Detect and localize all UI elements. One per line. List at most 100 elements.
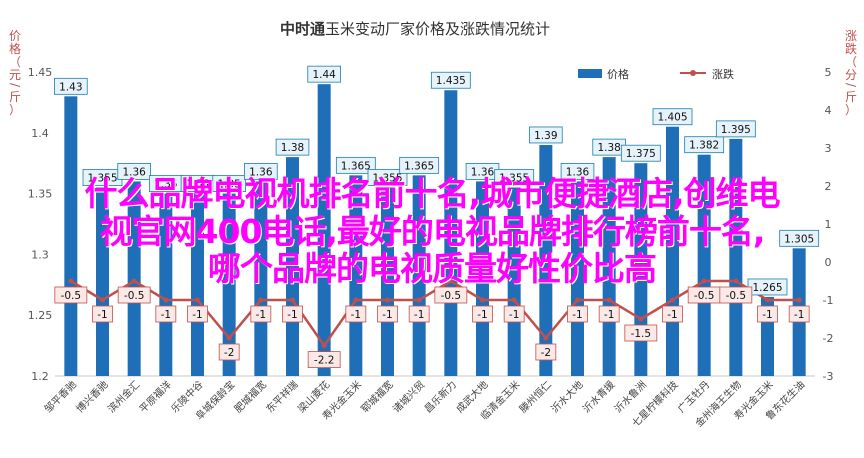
price-label-box <box>494 169 535 186</box>
price-label-text: 1.35 <box>186 179 209 191</box>
change-data-label: -1 <box>187 305 208 323</box>
price-data-label: 1.38 <box>592 138 626 156</box>
price-label-text: 1.36 <box>566 166 590 178</box>
category-label: 郓城福宽 <box>358 378 395 415</box>
price-label-text: 1.435 <box>436 75 466 87</box>
change-data-label: -1 <box>282 305 303 323</box>
price-label-box <box>212 175 246 193</box>
chart-title: 中时通玉米变动厂家价格及涨跌情况统计 <box>280 20 550 38</box>
price-label-box <box>779 229 820 247</box>
price-label-text: 1.305 <box>784 233 814 245</box>
right-tick-label: -3 <box>823 370 834 383</box>
change-label-text: -0.5 <box>61 290 82 302</box>
change-label-box <box>503 305 525 323</box>
price-label-text: 1.395 <box>721 124 751 136</box>
price-data-label: 1.382 <box>684 136 725 154</box>
change-label-text: -1 <box>572 309 582 321</box>
price-label-box <box>54 77 88 95</box>
category-label: 东平祥瑞 <box>263 378 300 415</box>
change-label-box <box>567 305 588 323</box>
axis-title-char: 斤 <box>845 90 857 104</box>
left-tick-label: 1.25 <box>28 309 53 322</box>
change-data-label: -1 <box>788 305 810 323</box>
category-label: 滨州金汇 <box>105 378 142 415</box>
price-label-box <box>335 156 376 174</box>
price-label-text: 1.365 <box>404 160 434 172</box>
left-tick-label: 1.45 <box>28 66 53 79</box>
price-data-label: 1.36 <box>244 163 278 180</box>
change-label-box <box>434 286 468 304</box>
left-axis-title: 价格（元/ 斤） <box>8 29 22 117</box>
change-data-label: -1 <box>345 305 367 323</box>
price-label-box <box>652 108 693 126</box>
change-label-text: -1 <box>667 309 677 321</box>
change-label-box <box>117 286 151 304</box>
price-label-text: 1.365 <box>341 160 371 172</box>
change-label-text: -0.5 <box>726 290 747 302</box>
change-label-box <box>719 286 753 304</box>
change-data-label: -1 <box>472 305 493 323</box>
price-bar <box>539 144 553 376</box>
change-data-label: -2.2 <box>307 351 341 369</box>
change-label-box <box>598 305 620 323</box>
axis-title-char: ） <box>845 103 857 117</box>
category-label: 肥城福宽 <box>231 378 268 415</box>
change-data-label: -1 <box>377 305 398 323</box>
change-label-text: -1 <box>794 309 804 321</box>
change-data-label: -1 <box>757 305 778 323</box>
axis-title-char: ） <box>9 103 21 117</box>
price-bar <box>381 187 394 376</box>
price-label-text: 1.35 <box>217 179 240 191</box>
price-bar <box>222 193 236 376</box>
change-point <box>416 297 422 303</box>
axis-title-char: / <box>844 83 858 88</box>
price-label-text: 1.38 <box>597 142 620 154</box>
change-point <box>701 278 707 284</box>
category-label: 昌乐新力 <box>421 378 458 415</box>
change-label-box <box>250 305 272 323</box>
axis-title-char: 跌 <box>845 41 857 56</box>
change-label-box <box>187 305 208 323</box>
axis-title-char: 格 <box>9 41 21 56</box>
change-label-box <box>472 305 493 323</box>
change-label-text: -2.2 <box>314 355 335 367</box>
axis-title-char: 价 <box>9 29 21 43</box>
price-bar <box>412 175 426 376</box>
price-data-label: 1.36 <box>560 163 595 180</box>
price-bar <box>64 96 78 376</box>
change-point <box>195 297 200 303</box>
legend-line-label: 涨跌 <box>712 67 734 81</box>
right-tick-label: 1 <box>825 218 832 231</box>
price-bar <box>634 163 648 376</box>
category-label: 平原福洋 <box>136 378 173 415</box>
change-label-box <box>662 305 683 323</box>
price-bar <box>476 181 489 376</box>
change-data-label: -2 <box>218 343 240 361</box>
price-data-label: 1.405 <box>652 108 693 126</box>
price-data-label: 1.355 <box>82 169 123 186</box>
price-label-text: 1.382 <box>689 140 719 152</box>
change-data-label: -1 <box>567 305 588 323</box>
category-label: 诸城兴贸 <box>391 379 428 416</box>
change-point <box>638 316 644 322</box>
change-label-text: -1 <box>762 309 772 321</box>
price-label-text: 1.355 <box>372 173 402 185</box>
change-label-text: -1 <box>604 309 614 321</box>
price-label-box <box>275 138 310 156</box>
overlay-text-line-3: 哪个品牌的电视质量好性价比高 <box>208 249 657 288</box>
change-data-label: -0.5 <box>719 286 753 304</box>
price-data-label: 1.35 <box>149 175 183 193</box>
price-label-box <box>560 163 595 180</box>
price-data-label: 1.44 <box>307 65 341 83</box>
change-label-text: -1.5 <box>631 328 652 340</box>
category-label: 滕州恒仁 <box>516 378 553 415</box>
change-data-label: -0.5 <box>434 286 468 304</box>
change-point <box>163 297 169 303</box>
left-tick-label: 1.2 <box>31 370 49 383</box>
price-bar <box>254 181 268 376</box>
price-data-label: 1.35 <box>212 175 246 193</box>
price-label-text: 1.265 <box>752 282 782 294</box>
axis-title-char: 分 <box>845 68 857 82</box>
change-data-label: -1 <box>408 305 430 323</box>
change-point <box>448 278 454 284</box>
